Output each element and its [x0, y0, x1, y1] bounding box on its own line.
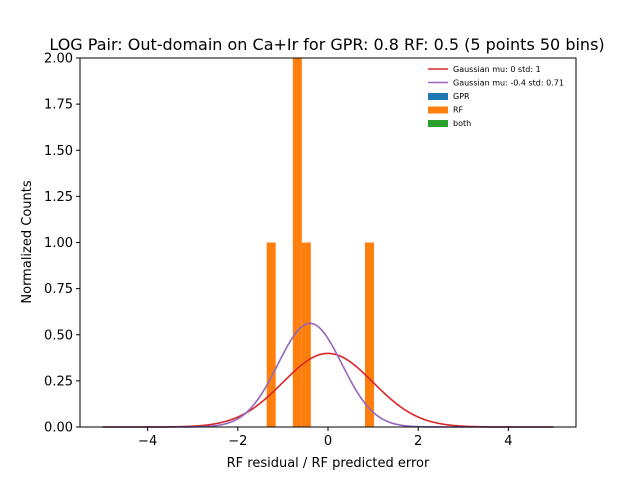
chart-title: LOG Pair: Out-domain on Ca+Ir for GPR: 0… [49, 35, 604, 54]
y-tick-label: 0.75 [44, 282, 73, 297]
histogram-bar-4 [364, 242, 374, 427]
x-tick-label: 4 [504, 434, 512, 449]
legend-swatch [428, 93, 448, 100]
gaussian-curve-2 [102, 322, 554, 428]
y-tick-label: 0.50 [44, 328, 73, 343]
legend: Gaussian mu: 0 std: 1 Gaussian mu: -0.4 s… [428, 65, 564, 128]
legend-entry-2: Gaussian mu: -0.4 std: 0.71 [453, 79, 564, 88]
y-tick-label: 0.25 [44, 374, 73, 389]
x-tick-label: 2 [414, 434, 422, 449]
y-tick-label: 1.50 [44, 144, 73, 159]
histogram-bars [266, 58, 374, 427]
legend-entry-3: GPR [453, 92, 470, 101]
x-axis-ticks: −4 −2 0 2 4 [138, 427, 513, 449]
x-tick-label: 0 [324, 434, 332, 449]
plot-frame [79, 57, 577, 428]
histogram-bar-2 [292, 58, 302, 427]
x-axis-label: RF residual / RF predicted error [227, 456, 430, 471]
gaussian-curves [102, 322, 554, 428]
histogram-bar-3 [301, 242, 311, 427]
gaussian-curve-1 [102, 352, 554, 428]
legend-swatch [428, 106, 448, 114]
legend-entry-1: Gaussian mu: 0 std: 1 [453, 65, 541, 74]
x-tick-label: −2 [228, 434, 247, 449]
y-axis-label: Normalized Counts [20, 180, 35, 303]
y-tick-label: 2.00 [44, 52, 73, 67]
y-axis-ticks: 0.00 0.25 0.50 0.75 1.00 1.25 1.50 1.75 2.00 [44, 52, 80, 436]
histogram-bar-1 [266, 242, 276, 427]
legend-entry-4: RF [453, 106, 464, 115]
y-tick-label: 1.00 [44, 236, 73, 251]
legend-entry-5: both [453, 119, 471, 128]
legend-swatch [428, 120, 448, 127]
y-tick-label: 0.00 [44, 421, 73, 436]
y-tick-label: 1.25 [44, 190, 73, 205]
x-tick-label: −4 [138, 434, 157, 449]
y-tick-label: 1.75 [44, 98, 73, 113]
